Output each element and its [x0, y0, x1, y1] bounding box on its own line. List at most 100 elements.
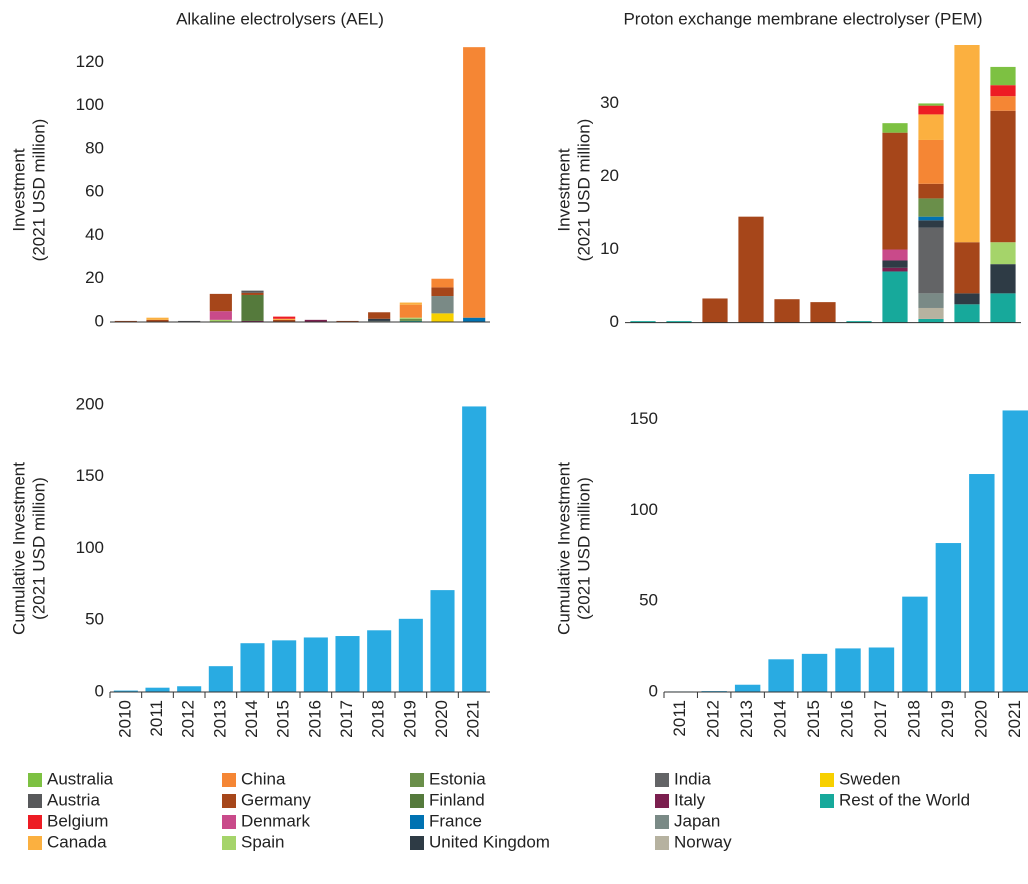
x-tick-label: 2010 — [115, 700, 134, 738]
bar — [768, 659, 794, 692]
bar-segment — [114, 320, 137, 323]
bar-segment — [399, 318, 422, 321]
bar-segment — [990, 264, 1016, 294]
bar — [367, 630, 392, 692]
y-tick-label: 40 — [85, 225, 104, 244]
y-axis-label: (2021 USD million) — [574, 119, 593, 262]
bar — [113, 690, 138, 692]
y-tick-label: 50 — [85, 610, 104, 629]
x-tick-label: 2018 — [369, 700, 388, 738]
legend-swatch — [820, 794, 834, 808]
x-tick-label: 2011 — [147, 700, 166, 737]
y-tick-label: 50 — [639, 591, 658, 610]
x-tick-label: 2018 — [904, 700, 923, 738]
x-tick-label: 2020 — [432, 700, 451, 738]
bar-segment — [702, 298, 728, 323]
legend-label: Norway — [674, 832, 732, 851]
bar — [398, 618, 423, 692]
bar-segment — [882, 271, 908, 323]
y-axis-label: Cumulative Investment — [9, 462, 28, 635]
bar-segment — [882, 249, 908, 261]
bar — [177, 686, 202, 692]
legend-swatch — [222, 836, 236, 850]
y-tick-label: 0 — [649, 681, 658, 700]
y-tick-label: 120 — [76, 52, 104, 71]
chart-title: Proton exchange membrane electrolyser (P… — [623, 9, 982, 28]
chart-title: Alkaline electrolysers (AEL) — [176, 9, 384, 28]
legend-swatch — [28, 815, 42, 829]
bar-segment — [399, 317, 422, 319]
legend-label: Japan — [674, 811, 720, 830]
bar-segment — [304, 319, 327, 323]
bar-segment — [738, 216, 764, 323]
x-tick-label: 2021 — [1005, 700, 1024, 738]
legend-label: France — [429, 811, 482, 830]
legend-swatch — [655, 815, 669, 829]
bar-segment — [368, 312, 391, 319]
plot — [113, 406, 487, 692]
legend-label: Spain — [241, 832, 284, 851]
bar-segment — [918, 318, 944, 323]
legend-swatch — [655, 836, 669, 850]
legend-label: Italy — [674, 790, 706, 809]
legend-swatch — [28, 773, 42, 787]
bar-segment — [241, 290, 264, 293]
bar-segment — [273, 319, 296, 323]
bar — [145, 687, 170, 692]
legend-swatch — [222, 794, 236, 808]
y-tick-label: 30 — [600, 93, 619, 112]
y-tick-label: 100 — [630, 500, 658, 519]
bar-segment — [431, 313, 454, 323]
plot — [630, 45, 1016, 323]
bar-segment — [273, 318, 296, 320]
bar-segment — [954, 242, 980, 294]
x-tick-label: 2016 — [837, 700, 856, 738]
bar-segment — [209, 293, 232, 312]
bar-segment — [918, 103, 944, 106]
x-tick-label: 2014 — [771, 700, 790, 738]
bar-segment — [954, 293, 980, 305]
x-tick-label: 2020 — [971, 700, 990, 738]
x-tick-label: 2013 — [210, 700, 229, 738]
legend-swatch — [28, 794, 42, 808]
y-tick-label: 10 — [600, 239, 619, 258]
bar — [240, 643, 265, 692]
x-tick-label: 2019 — [938, 700, 957, 738]
legend-label: Belgium — [47, 811, 108, 830]
bar — [462, 406, 487, 692]
bar-segment — [882, 260, 908, 268]
bar-segment — [918, 183, 944, 199]
bar-segment — [463, 317, 486, 323]
x-tick-label: 2015 — [804, 700, 823, 738]
y-tick-label: 100 — [76, 538, 104, 557]
bar-segment — [431, 296, 454, 314]
x-tick-label: 2017 — [337, 700, 356, 738]
bar-segment — [431, 278, 454, 288]
bar-segment — [241, 294, 264, 321]
x-tick-label: 2012 — [179, 700, 198, 738]
bar-segment — [990, 293, 1016, 323]
legend-swatch — [28, 836, 42, 850]
x-tick-label: 2011 — [670, 700, 689, 737]
y-tick-label: 80 — [85, 138, 104, 157]
legend-swatch — [655, 794, 669, 808]
bar-segment — [918, 293, 944, 308]
y-tick-label: 0 — [95, 681, 104, 700]
y-tick-label: 200 — [76, 394, 104, 413]
legend-swatch — [820, 773, 834, 787]
y-axis-label: Investment — [554, 148, 573, 231]
y-tick-label: 0 — [95, 311, 104, 330]
bar-segment — [241, 320, 264, 323]
bar-segment — [146, 319, 169, 323]
bar-segment — [882, 123, 908, 133]
y-tick-label: 100 — [76, 95, 104, 114]
legend-label: Canada — [47, 832, 107, 851]
plot — [668, 410, 1028, 692]
y-tick-label: 150 — [76, 466, 104, 485]
bar-segment — [273, 316, 296, 319]
bar-segment — [666, 321, 692, 323]
bar — [208, 666, 233, 692]
y-tick-label: 20 — [600, 166, 619, 185]
bar-segment — [954, 45, 980, 243]
